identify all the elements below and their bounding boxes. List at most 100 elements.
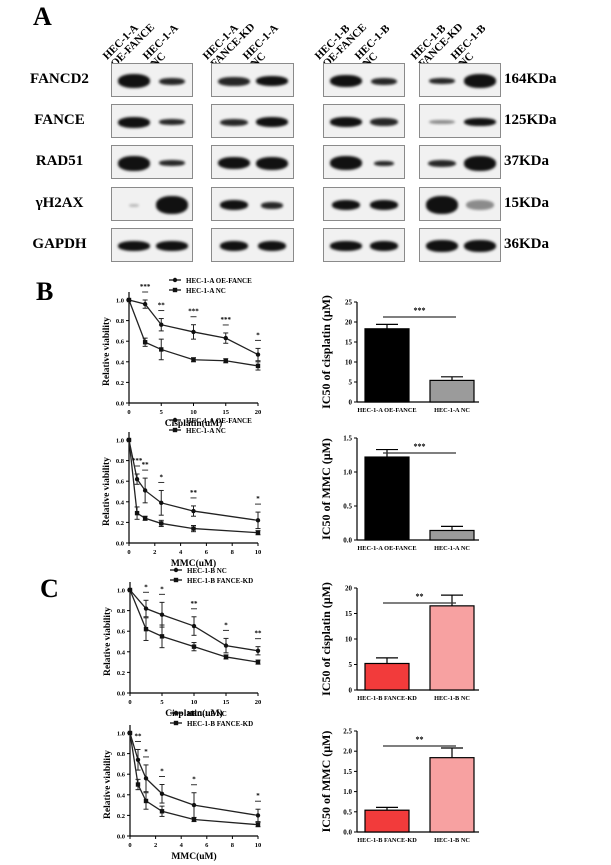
y-axis-label: Relative viability	[102, 317, 112, 386]
x-axis-label: Cisplatin(uM)	[165, 708, 223, 719]
data-point-circle	[135, 757, 141, 762]
legend-label: HEC-1-A OE-FANCE	[186, 417, 252, 425]
significance-label: *	[144, 583, 148, 591]
y-tick-label: 0.4	[116, 499, 125, 506]
bar-chart: 0.0 0.5 1.0 1.5 IC50 of MMC (μM) HEC-1-A OE-F…	[319, 435, 479, 552]
significance-label: **	[135, 732, 143, 740]
significance-label: *	[224, 621, 228, 629]
blot-strip	[323, 228, 405, 262]
protein-band	[464, 74, 496, 88]
x-tick-label: 10	[255, 549, 262, 556]
protein-band	[159, 77, 185, 85]
protein-band	[426, 196, 458, 214]
y-tick-label: 0.0	[116, 541, 124, 548]
y-tick-label: 2.0	[343, 748, 352, 756]
blot-strip	[323, 104, 405, 138]
protein-band	[369, 200, 399, 210]
x-tick-label: 15	[223, 699, 230, 706]
legend-label: HEC-1-A NC	[186, 287, 226, 295]
data-point-square	[223, 654, 229, 660]
bar	[429, 605, 475, 691]
y-tick-label: 0.5	[343, 808, 352, 816]
x-axis-label: MMC(uM)	[171, 558, 216, 569]
data-point-square	[159, 809, 165, 814]
data-point-square	[159, 634, 165, 639]
data-point-circle	[159, 322, 164, 327]
legend-marker-square	[172, 287, 178, 293]
data-point-square	[191, 644, 197, 649]
significance-label: *	[256, 495, 260, 503]
bar	[429, 757, 475, 833]
legend-marker-square	[173, 577, 179, 583]
x-tick-label: 20	[255, 699, 262, 706]
y-tick-label: 0.0	[117, 691, 125, 698]
data-point-square	[135, 782, 141, 787]
protein-label: FANCD2	[30, 71, 89, 87]
blot-strip	[211, 145, 294, 179]
series-line	[129, 732, 259, 826]
y-tick-label: 15	[345, 339, 353, 347]
y-axis-label: IC50 of MMC (μM)	[319, 438, 333, 540]
blot-strip	[419, 228, 501, 262]
panel-letter-b: B	[36, 277, 54, 306]
y-tick-label: 0.2	[116, 520, 124, 527]
significance-label: **	[416, 735, 424, 744]
significance-label: ***	[414, 442, 426, 451]
bar	[429, 379, 475, 403]
protein-band	[369, 241, 399, 251]
y-axis-label: IC50 of cisplatin (μM)	[319, 295, 333, 409]
y-tick-label: 0.4	[117, 649, 126, 656]
data-point-circle	[223, 643, 229, 648]
category-label: HEC-1-B NC	[434, 837, 470, 844]
protein-label: RAD51	[35, 153, 84, 169]
protein-band	[330, 241, 362, 251]
protein-label: FANCE	[34, 112, 85, 128]
significance-label: *	[160, 585, 164, 593]
x-tick-label: 0	[128, 699, 131, 706]
data-point-circle	[255, 518, 261, 523]
significance-label: **	[158, 302, 166, 310]
legend-marker-circle	[173, 710, 179, 716]
y-tick-label: 10	[345, 359, 353, 367]
x-tick-label: 10	[191, 699, 198, 706]
x-tick-label: 15	[223, 409, 230, 416]
significance-label: *	[160, 473, 164, 481]
protein-band	[260, 201, 284, 209]
data-point-circle	[142, 488, 148, 493]
x-tick-label: 4	[179, 549, 183, 556]
series-line	[128, 299, 259, 367]
y-tick-label: 25	[345, 299, 353, 307]
x-tick-label: 10	[190, 409, 197, 416]
bar-chart: 0 5 10 15 20 25 IC50 of cisplatin (μM) HEC-1-A …	[319, 295, 479, 414]
y-tick-label: 0.0	[343, 829, 352, 837]
data-point-circle	[159, 791, 165, 796]
protein-band	[464, 155, 496, 171]
y-tick-label: 0.6	[116, 479, 125, 486]
blot-strip	[419, 145, 501, 179]
blot-strip	[111, 104, 193, 138]
y-tick-label: 0.5	[343, 503, 352, 511]
protein-band	[219, 200, 249, 210]
x-tick-label: 2	[154, 842, 157, 849]
legend-marker-square	[172, 427, 178, 433]
significance-label: **	[191, 600, 199, 608]
bar	[364, 809, 410, 833]
data-point-circle	[159, 612, 165, 617]
data-point-square	[255, 659, 261, 665]
significance-label: ***	[188, 308, 199, 316]
protein-band	[159, 160, 185, 166]
protein-band	[257, 241, 287, 251]
protein-band	[330, 75, 362, 87]
significance-label: **	[255, 630, 263, 638]
x-axis-label: MMC(uM)	[171, 851, 216, 862]
protein-band	[118, 155, 150, 171]
y-tick-label: 0.6	[117, 772, 126, 779]
data-point-square	[126, 437, 132, 443]
protein-label: GAPDH	[32, 236, 87, 252]
series-line	[128, 439, 259, 534]
data-point-circle	[143, 776, 149, 781]
series-line	[129, 732, 259, 817]
legend-label: HEC-1-B FANCE-KD	[187, 720, 253, 728]
blot-strip	[111, 63, 193, 97]
series-line	[128, 299, 259, 356]
